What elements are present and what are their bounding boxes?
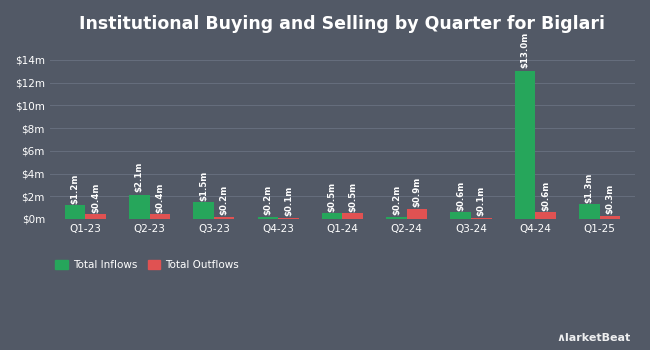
Bar (129, 195, 150, 219)
Bar (193, 202, 214, 219)
Bar (322, 213, 343, 219)
Bar (600, 216, 620, 219)
Bar (407, 209, 427, 219)
Bar (515, 71, 536, 219)
Text: $0.2m: $0.2m (263, 185, 272, 215)
Text: $0.4m: $0.4m (91, 183, 100, 213)
Bar (150, 215, 170, 219)
Text: $0.2m: $0.2m (220, 185, 229, 215)
Bar (536, 212, 556, 219)
Text: $0.3m: $0.3m (605, 184, 614, 214)
Bar (64, 205, 85, 219)
Bar (214, 217, 235, 219)
Text: $1.2m: $1.2m (70, 174, 79, 204)
Bar (579, 204, 600, 219)
Text: $13.0m: $13.0m (521, 32, 530, 68)
Text: ∧larketBeat: ∧larketBeat (556, 333, 630, 343)
Bar (278, 218, 299, 219)
Legend: Total Inflows, Total Outflows: Total Inflows, Total Outflows (55, 260, 239, 270)
Text: $1.5m: $1.5m (199, 170, 208, 201)
Text: $0.5m: $0.5m (328, 182, 337, 212)
Text: $0.6m: $0.6m (456, 181, 465, 211)
Bar (386, 217, 407, 219)
Text: $0.6m: $0.6m (541, 181, 550, 211)
Text: $0.1m: $0.1m (284, 186, 293, 216)
Text: $0.9m: $0.9m (413, 177, 421, 208)
Text: $0.4m: $0.4m (155, 183, 164, 213)
Title: Institutional Buying and Selling by Quarter for Biglari: Institutional Buying and Selling by Quar… (79, 15, 605, 33)
Text: $0.2m: $0.2m (392, 185, 401, 215)
Text: $2.1m: $2.1m (135, 161, 144, 192)
Bar (343, 213, 363, 219)
Text: $1.3m: $1.3m (585, 173, 594, 203)
Bar (471, 218, 491, 219)
Bar (450, 212, 471, 219)
Text: $0.1m: $0.1m (477, 186, 486, 216)
Text: $0.5m: $0.5m (348, 182, 358, 212)
Bar (85, 215, 106, 219)
Bar (257, 217, 278, 219)
